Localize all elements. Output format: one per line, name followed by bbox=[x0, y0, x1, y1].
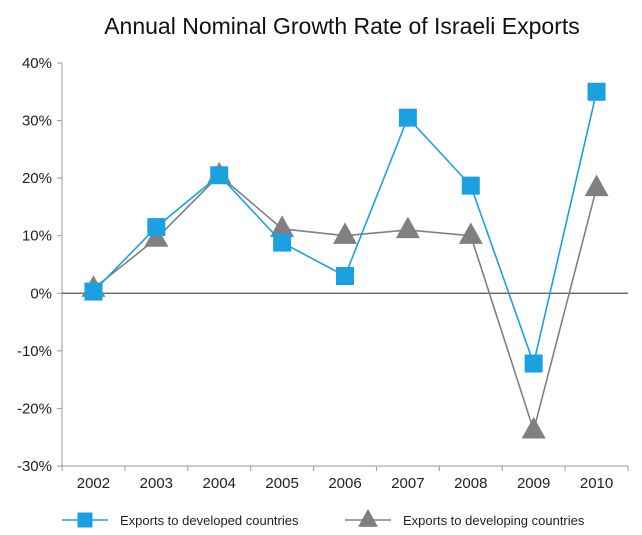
x-tick-label: 2009 bbox=[517, 475, 550, 492]
x-tick-label: 2004 bbox=[203, 475, 236, 492]
y-tick-label: -10% bbox=[17, 343, 52, 360]
data-point-square bbox=[524, 354, 543, 373]
y-tick-label: -20% bbox=[17, 400, 52, 417]
x-tick-label: 2008 bbox=[454, 475, 487, 492]
x-tick-label: 2002 bbox=[77, 475, 110, 492]
y-tick-label: 10% bbox=[22, 228, 52, 245]
legend-entry: Exports to developed countries bbox=[62, 512, 299, 528]
x-tick-label: 2007 bbox=[391, 475, 424, 492]
series-layer bbox=[81, 82, 609, 439]
data-point-triangle bbox=[521, 416, 546, 439]
legend-square-icon bbox=[77, 512, 93, 528]
x-tick-label: 2006 bbox=[328, 475, 361, 492]
legend-triangle-icon bbox=[358, 508, 378, 527]
data-point-triangle bbox=[395, 216, 420, 239]
legend-label: Exports to developed countries bbox=[120, 513, 299, 528]
legend-entry: Exports to developing countries bbox=[345, 508, 585, 528]
series-line bbox=[92, 174, 598, 434]
series-developing bbox=[81, 161, 609, 439]
data-point-square bbox=[84, 282, 103, 301]
data-point-square bbox=[336, 267, 354, 286]
chart-title: Annual Nominal Growth Rate of Israeli Ex… bbox=[104, 13, 580, 39]
series-developed bbox=[84, 82, 606, 373]
y-tick-label: 30% bbox=[22, 113, 52, 130]
y-tick-label: -30% bbox=[17, 458, 52, 475]
data-point-square bbox=[587, 82, 606, 101]
data-point-square bbox=[147, 218, 166, 237]
x-tick-label: 2003 bbox=[140, 475, 173, 492]
x-tick-label: 2010 bbox=[580, 475, 613, 492]
y-tick-label: 20% bbox=[22, 170, 52, 187]
legend: Exports to developed countries Exports to… bbox=[62, 508, 585, 528]
data-point-square bbox=[210, 166, 229, 185]
legend-label: Exports to developing countries bbox=[403, 513, 585, 528]
y-tick-label: 40% bbox=[22, 55, 52, 72]
data-point-triangle bbox=[333, 222, 357, 244]
data-point-square bbox=[398, 108, 417, 127]
data-point-square bbox=[461, 176, 480, 195]
x-tick-label: 2005 bbox=[265, 475, 298, 492]
data-point-square bbox=[273, 233, 292, 252]
axes: 40% 30% 20% 10% 0% -10% -20% -30% 2002 2003 2004 20… bbox=[17, 55, 629, 492]
data-point-triangle bbox=[270, 215, 295, 238]
data-point-triangle bbox=[584, 174, 609, 197]
y-tick-label: 0% bbox=[30, 285, 52, 302]
data-point-triangle bbox=[458, 222, 483, 244]
